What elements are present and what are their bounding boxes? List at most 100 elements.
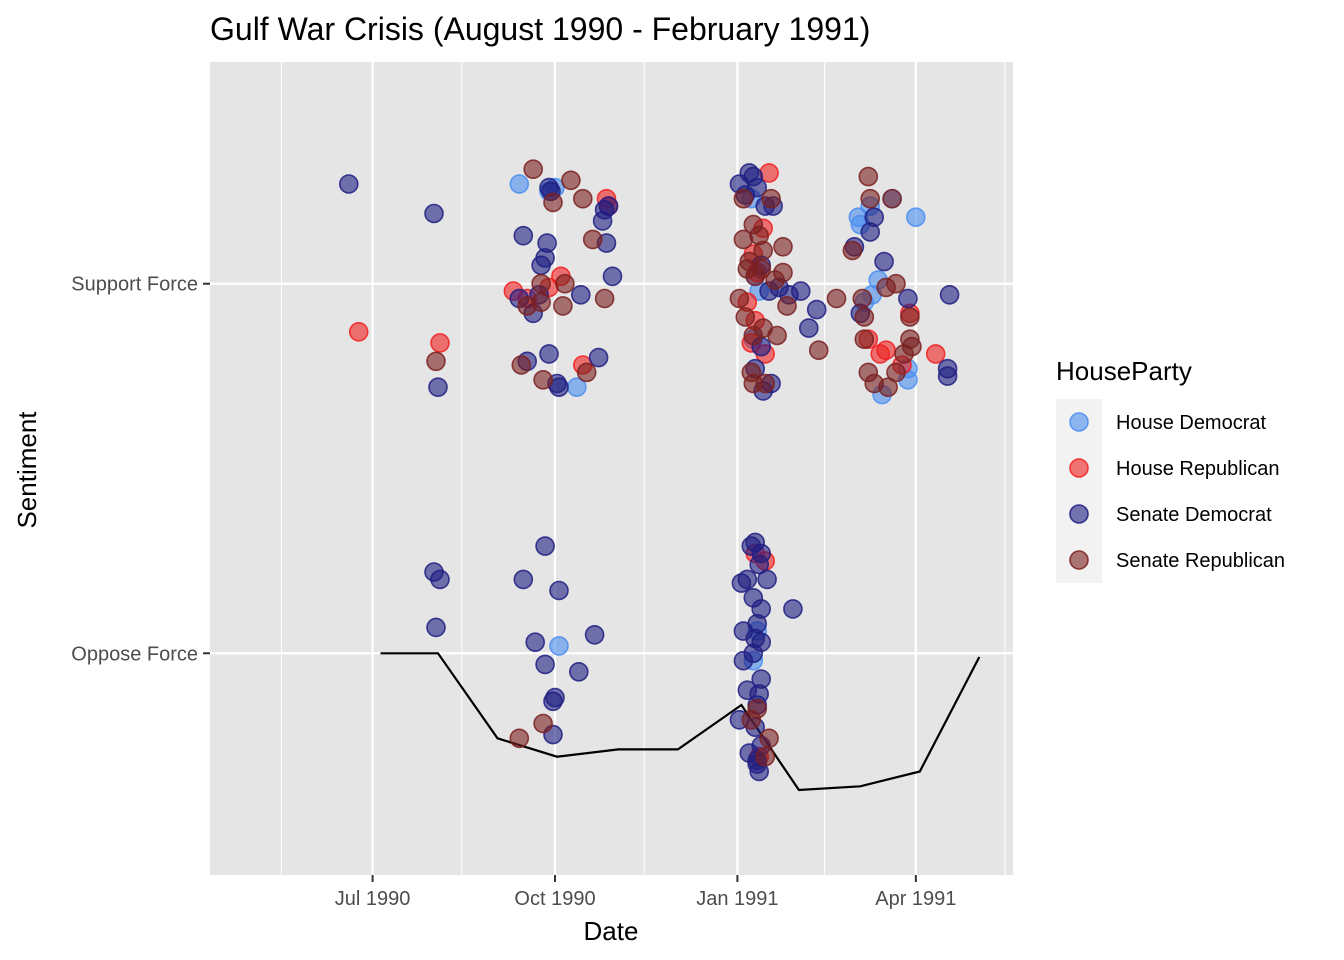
point-senate-republican: [576, 362, 597, 383]
point-senate-republican: [894, 344, 914, 364]
point-senate-democrat: [549, 377, 569, 398]
point-senate-republican: [882, 188, 902, 209]
legend-key-swatch: [1069, 412, 1089, 432]
point-senate-republican: [426, 351, 446, 372]
legend-key-swatch: [1069, 458, 1089, 478]
point-senate-republican: [533, 369, 553, 390]
point-senate-democrat: [426, 617, 446, 638]
point-senate-republican: [759, 728, 779, 749]
point-senate-republican: [777, 296, 797, 316]
point-senate-republican: [511, 355, 532, 375]
trend-line: [380, 652, 981, 792]
plot-panel: [210, 62, 1013, 875]
legend-label: House Democrat: [1116, 412, 1267, 434]
point-senate-democrat: [737, 680, 758, 701]
x-tick-label: Jan 1991: [696, 888, 778, 910]
y-tick-label: Support Force: [71, 274, 198, 296]
point-senate-democrat: [584, 624, 605, 645]
point-senate-democrat: [549, 580, 569, 601]
point-senate-democrat: [757, 569, 777, 590]
point-senate-democrat: [737, 569, 758, 590]
point-senate-republican: [741, 709, 762, 730]
point-house-republican: [876, 340, 896, 361]
point-senate-democrat: [783, 599, 803, 619]
point-senate-republican: [561, 170, 581, 191]
y-tick-label: Oppose Force: [71, 643, 198, 665]
point-house-democrat: [549, 636, 569, 656]
point-senate-republican: [878, 377, 898, 398]
chart-title: Gulf War Crisis (August 1990 - February …: [210, 11, 870, 47]
point-senate-democrat: [602, 266, 623, 287]
y-axis-title: Sentiment: [12, 411, 42, 529]
point-house-republican: [430, 333, 450, 353]
point-senate-republican: [733, 188, 754, 209]
point-senate-democrat: [733, 650, 754, 671]
point-senate-republican: [761, 188, 781, 209]
point-senate-democrat: [430, 569, 450, 590]
point-senate-republican: [531, 273, 551, 294]
x-tick-label: Apr 1991: [875, 888, 956, 910]
legend-label: House Republican: [1116, 458, 1279, 480]
point-senate-republican: [555, 273, 575, 294]
legend-key-swatch: [1069, 550, 1089, 570]
point-senate-republican: [852, 288, 873, 309]
point-senate-republican: [735, 307, 756, 327]
point-senate-republican: [854, 329, 875, 350]
point-senate-republican: [553, 296, 573, 316]
point-senate-republican: [594, 288, 615, 309]
legend: HouseParty House Democrat House Republica…: [1056, 356, 1285, 583]
point-senate-democrat: [798, 318, 819, 338]
point-senate-democrat: [424, 203, 444, 224]
point-senate-republican: [733, 229, 754, 250]
point-house-republican: [759, 163, 779, 183]
point-senate-republican: [531, 292, 551, 313]
point-senate-republican: [543, 192, 563, 213]
point-senate-democrat: [588, 347, 609, 368]
point-senate-democrat: [598, 196, 619, 216]
point-senate-democrat: [535, 654, 555, 675]
point-senate-democrat: [513, 569, 534, 590]
point-senate-democrat: [539, 344, 559, 364]
panel-background: [210, 62, 1013, 875]
point-senate-republican: [737, 259, 758, 279]
legend-key-swatch: [1069, 504, 1089, 524]
x-tick-label: Oct 1990: [514, 888, 595, 910]
point-senate-democrat: [806, 299, 827, 320]
axes: Jul 1990 Oct 1990 Jan 1991 Apr 1991 Oppose F…: [71, 274, 956, 910]
legend-title: HouseParty: [1056, 356, 1192, 386]
point-senate-democrat: [898, 288, 918, 309]
point-senate-republican: [572, 188, 593, 209]
point-senate-republican: [753, 240, 774, 261]
point-senate-democrat: [874, 251, 894, 272]
point-senate-republican: [755, 373, 776, 394]
point-senate-democrat: [570, 284, 591, 305]
trend-line-group: [380, 652, 981, 792]
point-senate-republican: [886, 362, 906, 383]
point-senate-republican: [509, 728, 530, 749]
point-house-democrat: [905, 207, 926, 227]
point-senate-democrat: [749, 554, 770, 575]
point-senate-democrat: [790, 281, 811, 301]
point-senate-democrat: [568, 661, 589, 682]
point-senate-democrat: [543, 691, 563, 712]
point-senate-republican: [773, 237, 793, 257]
point-senate-democrat: [525, 632, 546, 653]
point-senate-republican: [729, 288, 750, 309]
point-senate-republican: [900, 307, 920, 327]
point-senate-democrat: [513, 225, 534, 246]
point-house-democrat: [509, 174, 530, 194]
point-senate-republican: [808, 340, 829, 361]
point-senate-democrat: [531, 255, 551, 276]
point-senate-republican: [860, 188, 881, 209]
point-senate-democrat: [747, 177, 768, 198]
point-senate-democrat: [860, 222, 881, 242]
x-axis-title: Date: [584, 916, 639, 946]
point-senate-republican: [523, 159, 544, 179]
point-senate-democrat: [939, 284, 960, 305]
point-senate-republican: [582, 229, 603, 250]
legend-label: Senate Democrat: [1116, 504, 1272, 526]
point-house-republican: [925, 344, 946, 364]
point-senate-democrat: [428, 377, 448, 398]
x-tick-label: Jul 1990: [335, 888, 411, 910]
